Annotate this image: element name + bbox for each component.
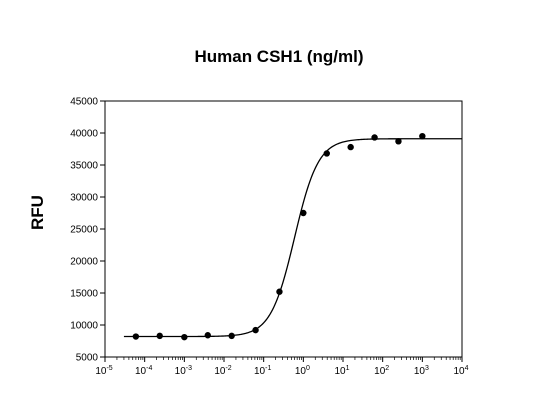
data-point: [204, 332, 211, 339]
fit-curve: [123, 138, 462, 338]
x-tick-label: 100: [295, 365, 310, 377]
x-tick-label: 104: [453, 365, 468, 377]
x-tick-label: 10-4: [135, 365, 152, 377]
x-tick-label: 103: [414, 365, 429, 377]
x-tick-label: 102: [374, 365, 389, 377]
data-point: [371, 134, 378, 141]
data-point: [276, 288, 283, 295]
x-tick-label: 10-3: [175, 365, 192, 377]
y-tick-label: 40000: [70, 129, 98, 140]
y-tick-label: 5000: [76, 353, 99, 364]
data-point: [228, 332, 235, 340]
data-point: [156, 332, 163, 340]
y-tick-label: 35000: [70, 161, 98, 172]
y-tick-label: 20000: [70, 257, 98, 268]
data-point: [395, 138, 402, 145]
x-tick-label: 10-2: [214, 365, 231, 377]
y-tick-label: 10000: [70, 321, 98, 332]
data-point: [347, 143, 354, 151]
y-tick-label: 45000: [70, 97, 98, 108]
x-tick-label: 101: [334, 365, 349, 377]
y-tick-label: 25000: [70, 225, 98, 236]
data-point: [419, 133, 426, 140]
data-point: [132, 333, 140, 340]
data-point: [181, 333, 188, 341]
chart-title: Human CSH1 (ng/ml): [194, 47, 364, 66]
data-point: [300, 209, 307, 217]
data-point: [252, 326, 259, 334]
x-tick-label: 10-5: [95, 365, 112, 377]
y-tick-label: 15000: [70, 289, 98, 300]
data-point: [323, 150, 330, 157]
x-tick-label: 10-1: [254, 365, 271, 377]
y-tick-label: 30000: [70, 193, 98, 204]
